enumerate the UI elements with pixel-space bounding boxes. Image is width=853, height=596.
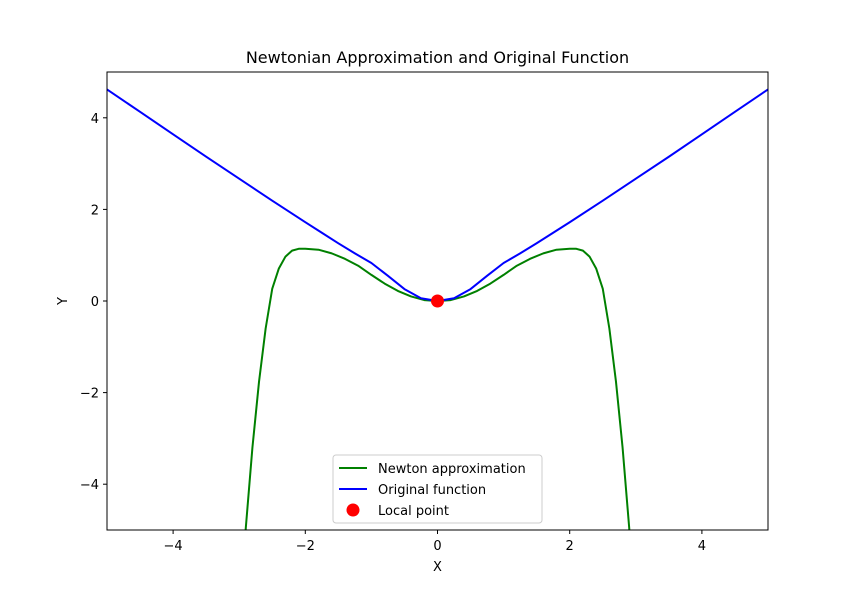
- x-tick-label: 4: [698, 539, 706, 554]
- x-axis-label: X: [433, 560, 442, 575]
- x-tick-label: −2: [296, 539, 315, 554]
- y-tick-label: 4: [91, 112, 99, 127]
- legend-label-newton: Newton approximation: [378, 462, 526, 477]
- original-function-line: [107, 88, 768, 302]
- x-axis: −4 −2 0 2 4: [164, 530, 706, 554]
- y-tick-label: −4: [80, 478, 99, 493]
- y-tick-label: −2: [80, 387, 99, 402]
- legend-swatch-local-point: [346, 503, 360, 517]
- chart-title: Newtonian Approximation and Original Fun…: [246, 48, 629, 67]
- legend: Newton approximation Original function L…: [332, 454, 543, 524]
- legend-box: [332, 454, 543, 524]
- x-tick-label: 0: [433, 539, 441, 554]
- legend-label-original: Original function: [378, 483, 486, 498]
- x-tick-label: 2: [566, 539, 574, 554]
- legend-label-local-point: Local point: [378, 504, 449, 519]
- y-axis-label: Y: [56, 297, 71, 306]
- y-tick-label: 0: [91, 295, 99, 310]
- y-tick-label: 2: [91, 203, 99, 218]
- y-axis: −4 −2 0 2 4: [80, 112, 107, 493]
- local-point-marker: [431, 294, 444, 308]
- x-tick-label: −4: [164, 539, 183, 554]
- series-layer: [107, 88, 768, 530]
